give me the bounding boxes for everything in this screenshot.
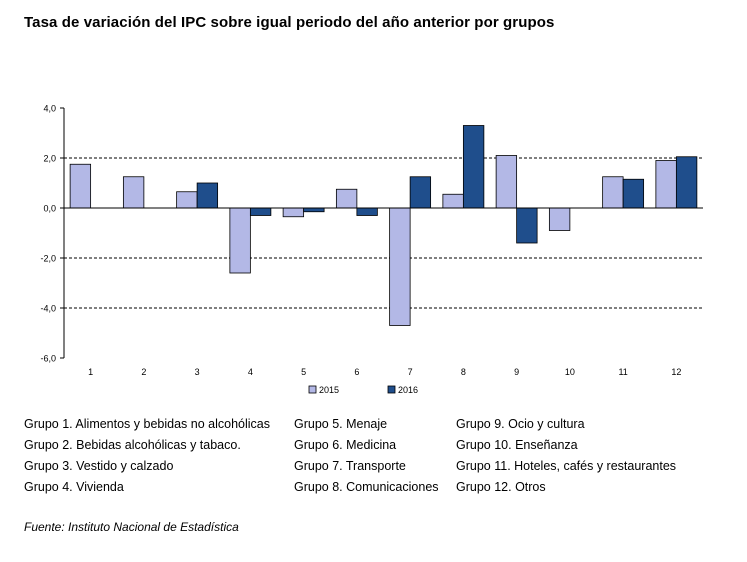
x-tick-label: 1 <box>88 367 93 377</box>
bar-2015-9 <box>495 155 518 209</box>
group-legend: Grupo 1. Alimentos y bebidas no alcohóli… <box>0 414 747 504</box>
group-label-9: Grupo 9. Ocio y cultura <box>456 417 585 431</box>
group-label-6: Grupo 6. Medicina <box>294 438 397 452</box>
group-label-7: Grupo 7. Transporte <box>294 459 406 473</box>
bar-2015-11 <box>602 176 624 209</box>
bar-2015-5 <box>282 207 305 218</box>
x-tick-label: 10 <box>565 367 575 377</box>
x-tick-label: 11 <box>618 367 627 377</box>
x-tick-label: 2 <box>141 367 146 377</box>
grid-layer <box>64 157 703 309</box>
group-label-4: Grupo 4. Vivienda <box>24 480 124 494</box>
group-label-10: Grupo 10. Enseñanza <box>456 438 578 452</box>
group-label-8: Grupo 8. Comunicaciones <box>294 480 439 494</box>
bar-2016-9 <box>516 207 538 244</box>
bar-chart: -6,0-4,0-2,00,02,04,01 2 3 4 5 6 7 8 9 10 11 12 201… <box>40 104 703 395</box>
chart-title: Tasa de variación del IPC sobre igual pe… <box>24 14 555 31</box>
bar-2016-5 <box>303 207 325 213</box>
group-label-3: Grupo 3. Vestido y calzado <box>24 459 174 473</box>
bar-2015-1 <box>69 163 92 209</box>
legend-swatch-2016 <box>387 385 396 394</box>
bar-2016-6 <box>356 207 378 216</box>
x-tick-label: 5 <box>301 367 306 377</box>
y-tick-label: -6,0 <box>40 354 56 364</box>
group-label-1: Grupo 1. Alimentos y bebidas no alcohóli… <box>24 417 270 431</box>
bar-2015-12 <box>655 160 677 209</box>
bar-2015-8 <box>442 193 464 209</box>
bar-2015-10 <box>548 207 571 231</box>
x-tick-label: 7 <box>408 367 413 377</box>
x-tick-label: 8 <box>461 367 466 377</box>
x-tick-label: 6 <box>354 367 359 377</box>
bar-2016-12 <box>675 156 698 209</box>
x-tick-label: 3 <box>195 367 200 377</box>
bar-2015-6 <box>335 188 358 209</box>
x-tick-label: 9 <box>514 367 519 377</box>
axis-layer: -6,0-4,0-2,00,02,04,01 2 3 4 5 6 7 8 9 10 11 12 <box>40 104 703 377</box>
legend-swatch-2015 <box>308 385 317 394</box>
legend-label-2016: 2016 <box>398 385 418 395</box>
bar-2015-3 <box>176 191 198 209</box>
group-label-2: Grupo 2. Bebidas alcohólicas y tabaco. <box>24 438 241 452</box>
bar-2016-4 <box>249 207 272 216</box>
bar-2015-7 <box>389 207 411 326</box>
bar-2016-3 <box>196 182 219 209</box>
bar-2015-4 <box>229 207 251 274</box>
y-tick-label: 2,0 <box>43 154 56 164</box>
x-tick-label: 4 <box>248 367 253 377</box>
bar-2016-8 <box>462 125 485 209</box>
group-label-5: Grupo 5. Menaje <box>294 417 388 431</box>
y-tick-label: -4,0 <box>40 304 56 314</box>
bar-2016-11 <box>622 178 645 209</box>
bar-2016-7 <box>409 176 432 209</box>
group-label-12: Grupo 12. Otros <box>456 480 546 494</box>
y-tick-label: 4,0 <box>43 104 56 114</box>
y-tick-label: 0,0 <box>43 204 56 214</box>
bar-2015-2 <box>122 176 145 209</box>
chart-legend: 2015 2016 <box>308 385 418 395</box>
y-tick-label: -2,0 <box>40 254 56 264</box>
bars-layer <box>69 125 698 326</box>
legend-label-2015: 2015 <box>319 385 339 395</box>
group-label-11: Grupo 11. Hoteles, cafés y restaurantes <box>456 459 677 473</box>
x-tick-label: 12 <box>671 367 681 377</box>
source-note: Fuente: Instituto Nacional de Estadístic… <box>24 520 239 534</box>
